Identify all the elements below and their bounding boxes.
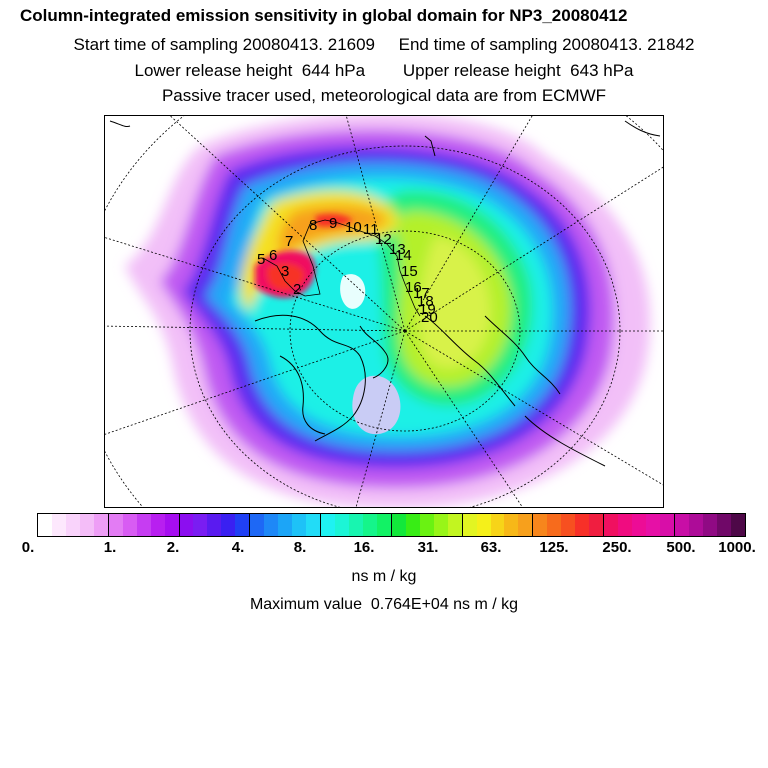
colorbar-swatch — [348, 514, 363, 536]
colorbar-swatch — [433, 514, 448, 536]
colorbar-swatch — [702, 514, 717, 536]
colorbar-swatch — [93, 514, 109, 536]
maximum-value-text: Maximum value 0.764E+04 ns m / kg — [249, 596, 519, 613]
trajectory-label: 11 — [363, 221, 379, 238]
colorbar-tick-label: 1000. — [718, 539, 756, 556]
colorbar-swatch — [376, 514, 392, 536]
colorbar-swatch — [362, 514, 377, 536]
low-sensitivity-area — [340, 274, 366, 309]
colorbar — [37, 513, 746, 537]
colorbar-swatch — [604, 514, 619, 536]
colorbar-swatch — [65, 514, 80, 536]
colorbar-swatch — [730, 514, 745, 536]
colorbar-swatch — [207, 514, 222, 536]
colorbar-swatch — [108, 514, 123, 536]
trajectory-label: 6 — [269, 247, 277, 264]
tracer-info-line: Passive tracer used, meteorological data… — [161, 86, 607, 105]
colorbar-swatch — [504, 514, 519, 536]
colorbar-tick-label: 500. — [666, 539, 696, 556]
colorbar-swatch — [235, 514, 251, 536]
colorbar-swatch — [150, 514, 165, 536]
map-title: Column-integrated emission sensitivity i… — [20, 6, 628, 25]
trajectory-label: 19 — [419, 301, 436, 318]
colorbar-swatch — [179, 514, 194, 536]
colorbar-swatch — [618, 514, 633, 536]
colorbar-swatch — [250, 514, 265, 536]
colorbar-swatch — [51, 514, 66, 536]
colorbar-tick-label: 0. — [21, 539, 35, 556]
colorbar-tick-label: 16. — [353, 539, 375, 556]
trajectory-label: 5 — [257, 251, 265, 268]
colorbar-swatch — [716, 514, 731, 536]
trajectory-label: 15 — [401, 263, 418, 280]
colorbar-units: ns m / kg — [351, 568, 417, 585]
trajectory-label: 2 — [293, 281, 301, 298]
trajectory-label: 14 — [395, 247, 412, 264]
colorbar-tick-label: 31. — [417, 539, 439, 556]
colorbar-swatch — [674, 514, 689, 536]
trajectory-path — [262, 219, 421, 317]
sensitivity-hotspot — [255, 213, 353, 298]
colorbar-swatch — [38, 514, 52, 536]
sampling-time-line: Start time of sampling 20080413. 21609 E… — [73, 35, 695, 54]
colorbar-swatch — [292, 514, 307, 536]
colorbar-swatch — [335, 514, 349, 536]
colorbar-swatch — [547, 514, 562, 536]
colorbar-swatch — [221, 514, 236, 536]
colorbar-swatch — [264, 514, 279, 536]
trajectory-label: 8 — [309, 217, 317, 234]
colorbar-swatch — [306, 514, 322, 536]
trajectory-label: 10 — [345, 219, 362, 236]
colorbar-swatch — [659, 514, 675, 536]
colorbar-swatch — [419, 514, 434, 536]
colorbar-swatch — [391, 514, 406, 536]
colorbar-tick-label: 8. — [293, 539, 307, 556]
emission-sensitivity-map: 2 3 5 6 7 8 9 10 11 12 13 14 15 16 17 18 19 20 — [104, 115, 664, 508]
colorbar-swatch — [278, 514, 293, 536]
trajectory-label: 7 — [285, 233, 293, 250]
colorbar-swatch — [405, 514, 420, 536]
colorbar-tick-label: 4. — [231, 539, 245, 556]
colorbar-swatch — [122, 514, 137, 536]
colorbar-swatch — [645, 514, 660, 536]
colorbar-swatch — [632, 514, 646, 536]
colorbar-swatch — [490, 514, 505, 536]
colorbar-tick-label: 63. — [480, 539, 502, 556]
release-height-line: Lower release height 644 hPa Upper relea… — [134, 61, 634, 80]
colorbar-swatch — [321, 514, 336, 536]
graticule — [105, 116, 663, 507]
colorbar-swatch — [589, 514, 605, 536]
colorbar-swatch — [575, 514, 590, 536]
trajectory-label: 18 — [417, 293, 434, 310]
colorbar-swatch — [136, 514, 151, 536]
colorbar-swatch — [447, 514, 463, 536]
trajectory-label: 20 — [421, 309, 438, 326]
colorbar-tick-label: 250. — [602, 539, 632, 556]
colorbar-swatch — [533, 514, 548, 536]
trajectory-label: 3 — [281, 263, 289, 280]
trajectory-label: 16 — [405, 279, 422, 296]
trajectory-label: 9 — [329, 215, 337, 232]
colorbar-swatch — [688, 514, 703, 536]
trajectory-label: 17 — [413, 285, 430, 302]
colorbar-swatch — [462, 514, 477, 536]
colorbar-swatch — [193, 514, 208, 536]
colorbar-swatch — [476, 514, 491, 536]
colorbar-tick-label: 1. — [103, 539, 117, 556]
colorbar-swatch — [518, 514, 534, 536]
colorbar-swatch — [164, 514, 180, 536]
colorbar-tick-label: 2. — [166, 539, 180, 556]
sensitivity-field — [125, 116, 651, 507]
colorbar-tick-label: 125. — [539, 539, 569, 556]
colorbar-swatch — [79, 514, 94, 536]
colorbar-swatch — [561, 514, 576, 536]
trajectory-label: 12 — [375, 231, 392, 248]
trajectory-label: 13 — [389, 241, 406, 258]
coastlines — [109, 120, 661, 467]
